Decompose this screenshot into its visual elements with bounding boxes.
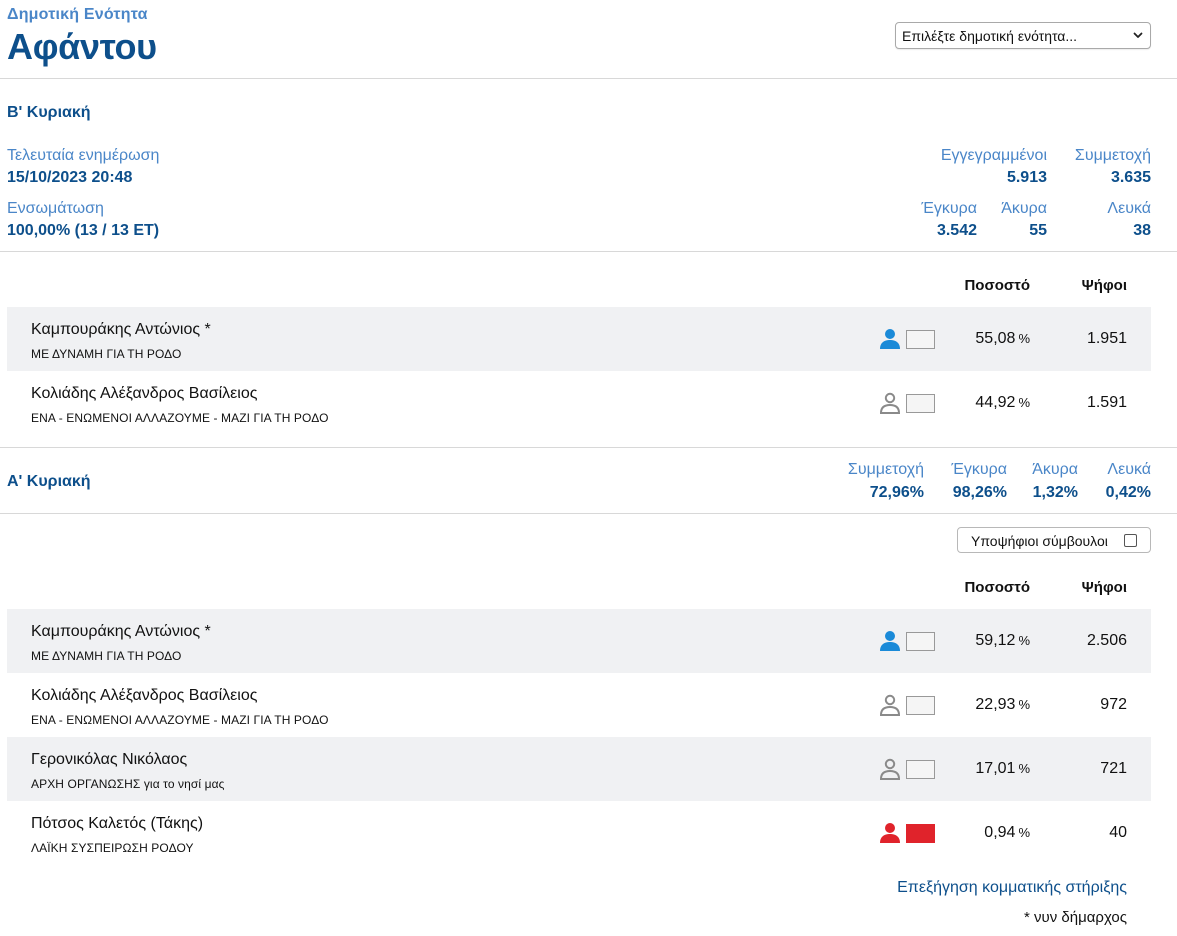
candidate-votes: 721 [1100, 760, 1127, 777]
blank-value: 38 [1133, 222, 1151, 239]
person-icon [878, 693, 902, 717]
round2-title: Β' Κυριακή [7, 104, 91, 121]
candidate-party: ΜΕ ΔΥΝΑΜΗ ΓΙΑ ΤΗ ΡΟΔΟ [31, 649, 182, 663]
r1-valid-value: 98,26% [952, 484, 1007, 501]
candidate-name: Κολιάδης Αλέξανδρος Βασίλειος [31, 687, 258, 704]
registered-label: Εγγεγραμμένοι [940, 147, 1047, 164]
candidate-party: ΛΑΪΚΗ ΣΥΣΠΕΙΡΩΣΗ ΡΟΔΟΥ [31, 841, 194, 855]
select-label: Επιλέξτε δημοτική ενότητα... [902, 28, 1078, 44]
party-color-swatch [906, 394, 935, 413]
checkbox-icon[interactable] [1124, 534, 1137, 547]
column-header-votes: Ψήφοι [1081, 579, 1127, 596]
turnout-value: 3.635 [1110, 169, 1151, 186]
r1-turnout-value: 72,96% [869, 484, 924, 501]
candidate-votes: 40 [1109, 824, 1127, 841]
municipal-unit-select[interactable]: Επιλέξτε δημοτική ενότητα... [895, 22, 1151, 49]
councillors-toggle-label: Υποψήφιοι σύμβουλοι [971, 533, 1108, 549]
page-title: Αφάντου [7, 26, 157, 67]
party-color-swatch [906, 696, 935, 715]
divider [0, 513, 1177, 514]
party-color-swatch [906, 760, 935, 779]
valid-value: 3.542 [936, 222, 977, 239]
candidate-party: ΕΝΑ - ΕΝΩΜΕΝΟΙ ΑΛΛΑΖΟΥΜΕ - ΜΑΖΙ ΓΙΑ ΤΗ Ρ… [31, 411, 329, 425]
r1-invalid-label: Άκυρα [1032, 461, 1078, 478]
candidate-votes: 1.951 [1086, 330, 1127, 347]
valid-label: Έγκυρα [921, 200, 977, 217]
r1-valid-label: Έγκυρα [951, 461, 1007, 478]
column-header-percent: Ποσοστό [964, 277, 1030, 294]
round1-title: Α' Κυριακή [7, 473, 91, 490]
candidate-percent: 0,94% [984, 824, 1030, 841]
candidate-percent: 22,93% [975, 696, 1030, 713]
column-header-percent: Ποσοστό [964, 579, 1030, 596]
divider [0, 447, 1177, 448]
candidate-row[interactable]: Κολιάδης Αλέξανδρος Βασίλειος ΕΝΑ - ΕΝΩΜΕ… [7, 673, 1151, 737]
candidate-party: ΜΕ ΔΥΝΑΜΗ ΓΙΑ ΤΗ ΡΟΔΟ [31, 347, 182, 361]
councillors-toggle[interactable]: Υποψήφιοι σύμβουλοι [957, 527, 1151, 553]
candidate-votes: 972 [1100, 696, 1127, 713]
incumbent-mayor-note: * νυν δήμαρχος [1024, 909, 1127, 926]
turnout-label: Συμμετοχή [1074, 147, 1151, 164]
person-icon [878, 757, 902, 781]
candidate-name: Γερονικόλας Νικόλαος [31, 751, 188, 768]
party-support-link[interactable]: Επεξήγηση κομματικής στήριξης [897, 879, 1127, 896]
candidate-row[interactable]: Καμπουράκης Αντώνιος * ΜΕ ΔΥΝΑΜΗ ΓΙΑ ΤΗ Ρ… [7, 609, 1151, 673]
person-icon [878, 629, 902, 653]
candidate-percent: 17,01% [975, 760, 1030, 777]
divider [0, 251, 1177, 252]
party-color-swatch [906, 824, 935, 843]
candidate-name: Κολιάδης Αλέξανδρος Βασίλειος [31, 385, 258, 402]
candidate-percent: 55,08% [975, 330, 1030, 347]
candidate-party: ΑΡΧΗ ΟΡΓΑΝΩΣΗΣ για το νησί μας [31, 777, 225, 791]
candidate-row[interactable]: Πότσος Καλετός (Τάκης) ΛΑΪΚΗ ΣΥΣΠΕΙΡΩΣΗ Ρ… [7, 801, 1151, 865]
integration-label: Ενσωμάτωση [7, 200, 104, 217]
r1-turnout-label: Συμμετοχή [847, 461, 924, 478]
integration-value: 100,00% (13 / 13 ΕΤ) [7, 222, 160, 239]
candidate-row[interactable]: Καμπουράκης Αντώνιος * ΜΕ ΔΥΝΑΜΗ ΓΙΑ ΤΗ Ρ… [7, 307, 1151, 371]
candidate-name: Καμπουράκης Αντώνιος * [31, 623, 211, 640]
section-supertitle: Δημοτική Ενότητα [7, 6, 148, 23]
invalid-label: Άκυρα [1001, 200, 1047, 217]
column-header-votes: Ψήφοι [1081, 277, 1127, 294]
candidate-row[interactable]: Κολιάδης Αλέξανδρος Βασίλειος ΕΝΑ - ΕΝΩΜΕ… [7, 371, 1151, 435]
last-update-label: Τελευταία ενημέρωση [7, 147, 160, 164]
candidate-votes: 2.506 [1086, 632, 1127, 649]
candidate-percent: 44,92% [975, 394, 1030, 411]
invalid-value: 55 [1029, 222, 1047, 239]
person-icon [878, 821, 902, 845]
last-update-value: 15/10/2023 20:48 [7, 169, 133, 186]
r1-blank-value: 0,42% [1105, 484, 1151, 501]
blank-label: Λευκά [1107, 200, 1151, 217]
person-icon [878, 327, 902, 351]
party-color-swatch [906, 632, 935, 651]
divider [0, 78, 1177, 79]
candidate-party: ΕΝΑ - ΕΝΩΜΕΝΟΙ ΑΛΛΑΖΟΥΜΕ - ΜΑΖΙ ΓΙΑ ΤΗ Ρ… [31, 713, 329, 727]
candidate-percent: 59,12% [975, 632, 1030, 649]
chevron-down-icon [1133, 32, 1143, 38]
party-color-swatch [906, 330, 935, 349]
r1-invalid-value: 1,32% [1032, 484, 1078, 501]
registered-value: 5.913 [1006, 169, 1047, 186]
candidate-name: Πότσος Καλετός (Τάκης) [31, 815, 204, 832]
r1-blank-label: Λευκά [1107, 461, 1151, 478]
candidate-votes: 1.591 [1086, 394, 1127, 411]
candidate-name: Καμπουράκης Αντώνιος * [31, 321, 211, 338]
candidate-row[interactable]: Γερονικόλας Νικόλαος ΑΡΧΗ ΟΡΓΑΝΩΣΗΣ για τ… [7, 737, 1151, 801]
person-icon [878, 391, 902, 415]
